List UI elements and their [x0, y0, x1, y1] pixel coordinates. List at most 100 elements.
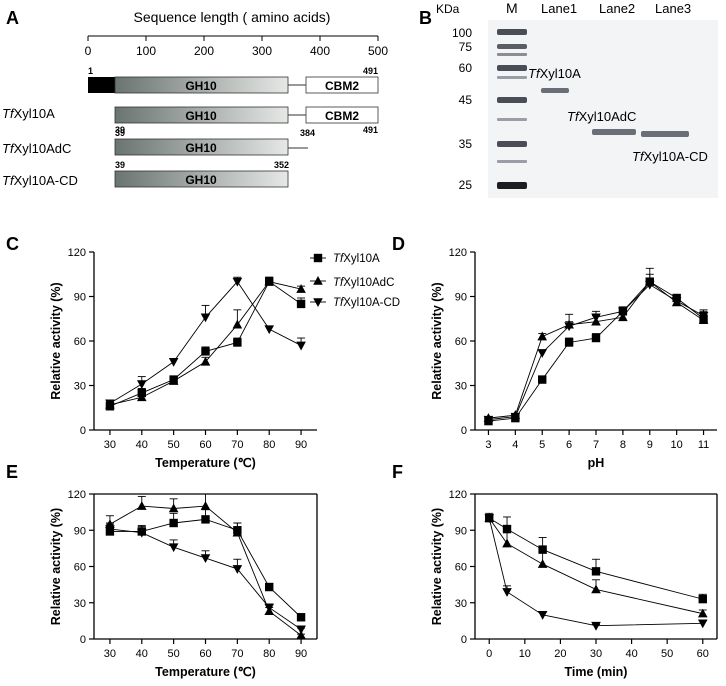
panel-label-f: F [392, 462, 403, 482]
x-tick-label: 90 [295, 648, 307, 660]
data-point [644, 280, 655, 290]
y-axis-label: Relative activity (%) [49, 508, 63, 625]
full-end-number: 491 [363, 66, 378, 76]
construct-label-tfxyl10adc: TfXyl10AdC [2, 141, 71, 156]
kda-label: KDa [436, 2, 460, 16]
data-point [564, 322, 574, 332]
construct-label-tfxyl10a-cd: TfXyl10A-CD [2, 173, 78, 188]
legend-label-tfxyl10a-cd: TfXyl10A-CD [333, 297, 400, 309]
x-tick-label: 11 [698, 439, 709, 451]
x-tick-label: 60 [199, 439, 211, 451]
panel-label-c: C [6, 234, 19, 254]
series-tfxyl10adc [105, 276, 306, 409]
x-tick-label: 60 [697, 648, 709, 660]
y-tick-label: 90 [455, 525, 467, 537]
x-tick-label: 90 [295, 439, 307, 451]
data-point [264, 325, 275, 335]
start-number-tfxyl10a-cd: 39 [115, 160, 125, 170]
y-tick-label: 60 [455, 562, 467, 574]
legend-item: TfXyl10A-CD [333, 297, 400, 309]
y-tick-label: 60 [74, 336, 86, 348]
lane1-label: Lane1 [541, 1, 577, 16]
band-label-tfxyl10a-cd: TfXyl10A-CD [632, 149, 708, 164]
end-number-tfxyl10a-cd: 352 [274, 160, 289, 170]
x-tick-label: 30 [104, 648, 116, 660]
panel-a-domain-diagram: Sequence length ( amino acids) 0 100 200 30… [2, 9, 388, 188]
data-point [591, 333, 601, 343]
data-point [233, 338, 242, 347]
data-point [502, 588, 512, 597]
data-point [538, 375, 547, 384]
data-point [136, 501, 147, 510]
scale-tick-label: 500 [368, 44, 388, 58]
band-tfxyl10adc [592, 129, 636, 135]
x-tick-label: 5 [539, 439, 545, 451]
x-axis-label: pH [588, 456, 605, 470]
data-point [537, 349, 548, 358]
y-tick-label: 30 [455, 381, 467, 393]
scale-tick-label: 300 [252, 44, 272, 58]
band-label-tfxyl10a: TfXyl10A [528, 66, 581, 81]
y-tick-label: 90 [455, 292, 467, 304]
data-point [232, 527, 243, 537]
ladder-band [497, 53, 527, 56]
series-line [109, 281, 302, 407]
lane3-label: Lane3 [655, 1, 691, 16]
x-tick-label: 30 [590, 648, 602, 660]
ladder-band [497, 65, 527, 71]
scale-title: Sequence length ( amino acids) [134, 9, 331, 25]
x-tick-label: 70 [231, 648, 243, 660]
x-tick-label: 40 [625, 648, 637, 660]
y-tick-label: 120 [449, 247, 467, 259]
data-point [484, 514, 495, 524]
ladder-band [497, 44, 527, 49]
lane2-label: Lane2 [599, 1, 635, 16]
data-point [538, 545, 547, 554]
x-tick-label: 7 [593, 439, 599, 451]
series-tfxyl10a-cd [484, 514, 708, 631]
ladder-band [497, 97, 527, 103]
scale-tick-label: 100 [136, 44, 156, 58]
data-point [591, 313, 601, 323]
chart-e-thermostability: 0 30 60 90 120 30 40 50 60 70 80 90 Temperature (℃) R… [49, 489, 318, 679]
marker-size-60: 60 [459, 61, 473, 75]
y-tick-label: 0 [80, 425, 86, 437]
panel-label-e: E [6, 462, 18, 482]
x-tick-label: 0 [486, 648, 492, 660]
marker-size-75: 75 [459, 40, 473, 54]
panel-b-gel: KDa M Lane1 Lane2 Lane3 100 75 60 45 35 … [436, 0, 718, 198]
data-point [168, 357, 179, 367]
data-point [537, 611, 548, 620]
data-point [296, 625, 306, 635]
y-axis-label: Relative activity (%) [49, 282, 63, 399]
ladder-band [497, 141, 527, 147]
data-point [510, 412, 521, 422]
legend-label-tfxyl10a: TfXyl10A [333, 253, 380, 265]
legend-marker [313, 276, 323, 285]
data-point [697, 608, 708, 618]
x-tick-label: 10 [671, 439, 683, 451]
x-tick-label: 80 [263, 439, 275, 451]
full-start-number: 1 [88, 66, 93, 76]
y-tick-label: 60 [74, 562, 86, 574]
data-point [200, 356, 211, 366]
x-tick-label: 6 [566, 439, 572, 451]
panel-label-d: D [392, 234, 405, 254]
series-line [109, 280, 302, 404]
x-tick-label: 40 [136, 439, 148, 451]
legend-item: TfXyl10AdC [333, 277, 394, 289]
data-point [232, 277, 243, 287]
x-tick-label: 70 [231, 439, 243, 451]
y-tick-label: 0 [461, 425, 467, 437]
x-tick-label: 4 [512, 439, 518, 451]
start-number-tfxyl10adc: 39 [115, 128, 125, 138]
data-point [591, 584, 601, 594]
y-axis-label: Relative activity (%) [430, 508, 444, 625]
data-point [136, 380, 147, 390]
construct-label-tfxyl10a: TfXyl10A [2, 106, 55, 121]
signal-peptide-block [88, 77, 115, 93]
cbm2-label-tfxyl10a: CBM2 [325, 109, 359, 123]
legend-marker [313, 298, 323, 307]
x-tick-label: 30 [104, 439, 116, 451]
